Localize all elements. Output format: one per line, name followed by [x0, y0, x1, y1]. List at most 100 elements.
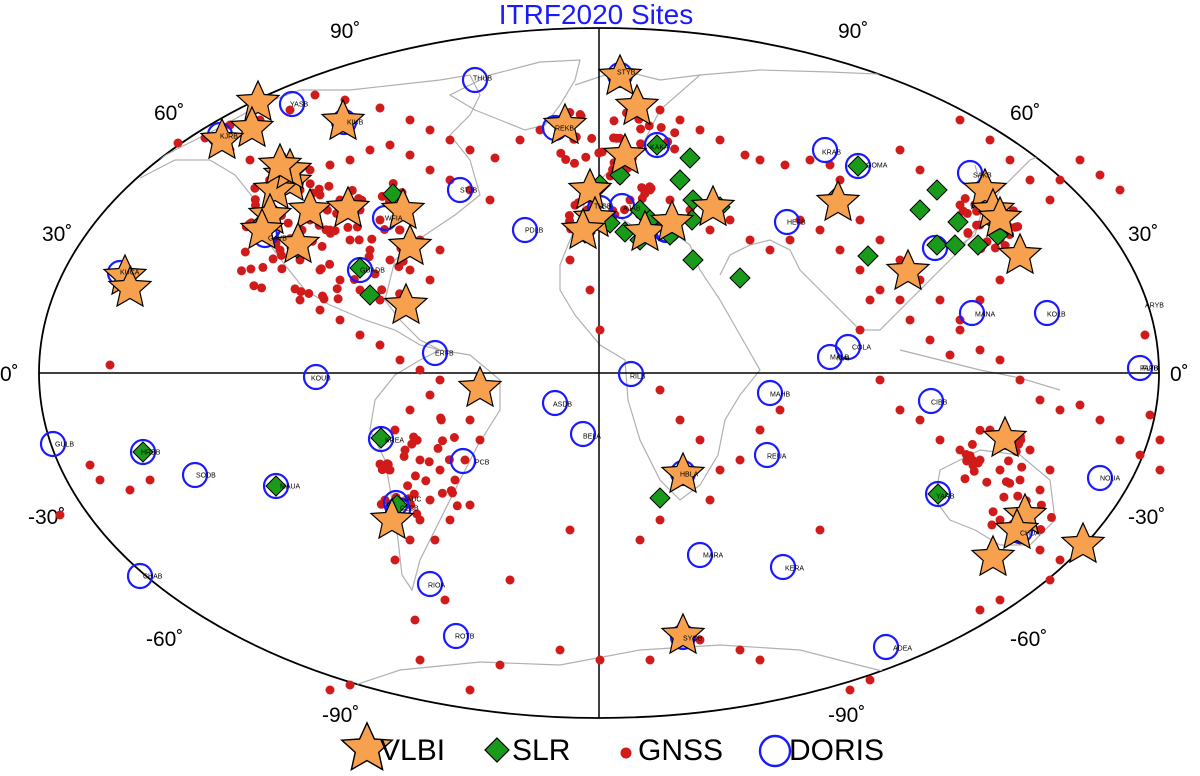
gnss-site-marker: [1035, 545, 1045, 555]
gnss-site-marker: [595, 655, 605, 665]
legend: VLBI SLR GNSS DORIS: [341, 722, 884, 771]
doris-site-marker: [442, 622, 470, 650]
gnss-site-marker: [955, 445, 965, 455]
gnss-site-marker: [304, 289, 314, 298]
gnss-site-marker: [395, 355, 405, 365]
site-label: ADEA: [893, 646, 912, 653]
gnss-site-marker: [305, 179, 315, 189]
gnss-site-marker: [612, 133, 621, 143]
gnss-site-marker: [985, 135, 995, 145]
site-label: MAHB: [770, 392, 791, 399]
gnss-site-marker: [585, 285, 595, 295]
site-label: MARA: [703, 553, 724, 560]
gnss-site-marker: [295, 295, 305, 305]
gnss-site-marker: [988, 507, 998, 517]
gnss-site-marker: [935, 435, 945, 445]
gnss-site-marker: [1004, 456, 1013, 466]
gnss-site-marker: [343, 222, 353, 232]
gnss-site-marker: [237, 266, 246, 276]
gnss-site-marker: [405, 115, 415, 125]
site-label: SODB: [196, 473, 216, 480]
gnss-site-marker: [249, 281, 259, 291]
gnss-site-marker: [1047, 512, 1056, 522]
site-label: NOUA: [1100, 476, 1121, 483]
site-label: RIOA: [428, 583, 445, 590]
gnss-site-marker: [377, 285, 387, 295]
doris-site-marker: [126, 562, 154, 590]
gnss-site-marker: [412, 509, 422, 519]
gnss-site-marker: [565, 255, 575, 265]
gnss-site-marker: [895, 295, 905, 305]
gnss-site-marker: [55, 510, 65, 520]
gnss-site-marker: [1005, 155, 1015, 165]
gnss-site-marker: [345, 235, 355, 245]
doris-site-marker: [446, 176, 474, 204]
doris-site-marker: [541, 389, 569, 417]
gnss-site-marker: [460, 455, 470, 465]
gnss-site-marker: [325, 228, 335, 238]
gnss-site-marker: [780, 160, 790, 170]
gnss-site-marker: [725, 215, 735, 225]
site-label: MAI: [837, 356, 850, 363]
site-label: GAVB: [268, 236, 287, 243]
gnss-site-marker: [415, 365, 425, 375]
gnss-site-marker: [735, 455, 745, 465]
gnss-site-marker: [277, 264, 287, 274]
gnss-site-marker: [1055, 175, 1065, 185]
gnss-site-marker: [655, 385, 665, 395]
doris-site-marker: [367, 425, 395, 453]
gnss-site-marker: [465, 500, 475, 510]
gnss-site-marker: [421, 476, 431, 486]
doris-site-marker: [181, 461, 209, 489]
svg-text:30˚: 30˚: [1128, 223, 1158, 246]
gnss-site-marker: [875, 375, 885, 385]
site-label: YASB: [290, 102, 308, 109]
gnss-site-marker: [365, 145, 375, 155]
gnss-site-marker: [435, 245, 445, 255]
doris-site-marker: [958, 299, 986, 327]
doris-site-marker: [753, 441, 781, 469]
legend-vlbi-label: VLBI: [380, 734, 445, 767]
gnss-site-marker: [1015, 375, 1025, 385]
gnss-site-marker: [354, 235, 364, 245]
gnss-site-marker: [815, 525, 825, 535]
gnss-site-marker: [975, 605, 985, 615]
gnss-site-marker: [435, 375, 445, 385]
site-label: MAUA: [280, 484, 301, 491]
doris-site-marker: [924, 480, 952, 508]
gnss-site-marker: [257, 283, 267, 293]
doris-site-marker: [416, 570, 444, 598]
gnss-site-marker: [955, 115, 965, 125]
gnss-site-marker: [995, 465, 1005, 475]
gnss-site-marker: [324, 181, 334, 191]
gnss-site-marker: [1055, 555, 1065, 565]
gnss-site-marker: [85, 460, 95, 470]
gnss-site-marker: [145, 475, 155, 485]
doris-site-marker: [917, 387, 945, 415]
gnss-site-marker: [430, 535, 440, 545]
site-label: ERFB: [435, 351, 454, 358]
gnss-site-marker: [565, 525, 575, 535]
gnss-site-marker: [440, 595, 450, 605]
site-label: MALB: [830, 355, 849, 362]
gnss-site-marker: [405, 535, 415, 545]
gnss-site-marker: [465, 145, 475, 155]
gnss-site-marker: [382, 459, 392, 469]
gnss-site-marker: [805, 155, 815, 165]
gnss-site-marker: [815, 225, 825, 235]
gnss-site-marker: [645, 655, 655, 665]
gnss-site-marker: [325, 160, 335, 170]
gnss-site-marker: [875, 285, 885, 295]
doris-site-marker: [129, 438, 157, 466]
svg-text:30˚: 30˚: [42, 223, 72, 246]
site-label: CIBB: [931, 400, 948, 407]
doris-site-marker: [921, 234, 949, 262]
gnss-site-marker: [407, 439, 417, 449]
gnss-site-marker: [485, 195, 495, 205]
gnss-site-marker: [845, 685, 855, 695]
gnss-site-marker: [317, 241, 327, 251]
gnss-site-marker: [855, 265, 865, 275]
site-label: KAKA: [650, 145, 669, 152]
gnss-site-marker: [345, 155, 355, 165]
gnss-site-marker: [1095, 415, 1105, 425]
